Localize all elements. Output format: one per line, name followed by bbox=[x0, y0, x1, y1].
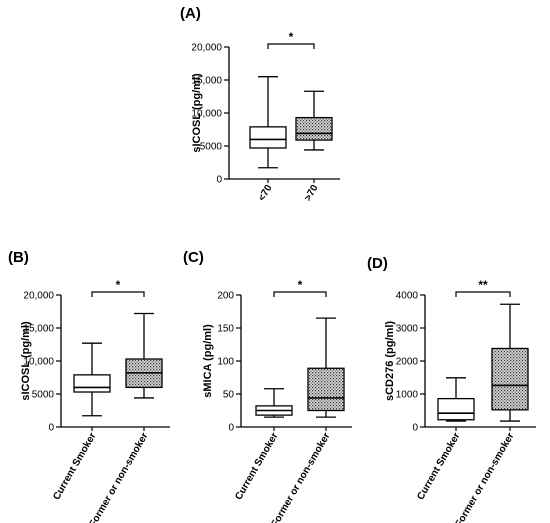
x-category-label: Current Smoker bbox=[415, 431, 462, 502]
panel-label-a: (A) bbox=[180, 5, 201, 22]
box-group-2 bbox=[307, 317, 345, 418]
panel-d: (D) sCD276 (pg/ml) 0 1000 2000 3000 4000 Curr… bbox=[367, 255, 536, 523]
y-tick-label: 200 bbox=[217, 291, 234, 302]
box-group-2 bbox=[491, 303, 529, 422]
y-tick-label: 150 bbox=[217, 324, 234, 335]
significance-bracket bbox=[91, 291, 145, 297]
y-tick-label: 5000 bbox=[32, 390, 55, 401]
y-tick-label: 4000 bbox=[396, 291, 419, 302]
significance-marker: * bbox=[289, 30, 294, 44]
panel-b: (B) sICOSL (pg/ml) 0 5000 10,000 15,000 20,0… bbox=[8, 249, 170, 523]
panel-label-c: (C) bbox=[183, 249, 204, 266]
y-tick-label: 0 bbox=[48, 423, 54, 434]
y-tick-label: 10,000 bbox=[191, 109, 222, 120]
box-group-1 bbox=[73, 342, 111, 417]
panel-label-d: (D) bbox=[367, 255, 388, 272]
y-tick-label: 15,000 bbox=[191, 76, 222, 87]
y-axis-label-b: sICOSL (pg/ml) bbox=[20, 321, 32, 401]
iqr-box bbox=[307, 367, 345, 412]
y-axis-label-a: sICOSL (pg/ml) bbox=[191, 73, 203, 153]
y-tick-label: 20,000 bbox=[23, 291, 54, 302]
panel-c: (C) sMICA (pg/ml) 0 50 100 150 200 Current Sm… bbox=[183, 249, 352, 523]
y-tick-label: 2000 bbox=[396, 357, 419, 368]
box-group-1 bbox=[249, 76, 287, 169]
y-tick-label: 3000 bbox=[396, 324, 419, 335]
y-tick-label: 0 bbox=[228, 423, 234, 434]
y-tick-label: 15,000 bbox=[23, 324, 54, 335]
x-category-label: >70 bbox=[303, 183, 321, 204]
y-tick-label: 5000 bbox=[200, 142, 223, 153]
y-axis-label-c: sMICA (pg/ml) bbox=[202, 324, 214, 398]
panel-label-b: (B) bbox=[8, 249, 29, 266]
x-category-label: Current Smoker bbox=[233, 431, 280, 502]
significance-bracket bbox=[267, 43, 315, 49]
x-category-label: Former or non-smoker bbox=[453, 431, 516, 523]
y-tick-label: 10,000 bbox=[23, 357, 54, 368]
y-tick-label: 0 bbox=[216, 175, 222, 186]
box-group-1 bbox=[255, 388, 293, 418]
box-group-1 bbox=[437, 377, 475, 422]
box-group-2 bbox=[125, 312, 163, 399]
significance-marker: * bbox=[298, 278, 303, 292]
x-category-label: Former or non-smoker bbox=[269, 431, 332, 523]
iqr-box bbox=[249, 126, 287, 149]
y-tick-label: 50 bbox=[223, 390, 235, 401]
iqr-box bbox=[295, 116, 333, 141]
significance-bracket bbox=[273, 291, 327, 297]
box-group-2 bbox=[295, 90, 333, 151]
y-tick-label: 20,000 bbox=[191, 43, 222, 54]
iqr-box bbox=[491, 347, 529, 411]
iqr-box bbox=[73, 374, 111, 393]
y-tick-label: 100 bbox=[217, 357, 234, 368]
x-category-label: Former or non-smoker bbox=[87, 431, 150, 523]
significance-marker: * bbox=[116, 278, 121, 292]
iqr-box bbox=[437, 397, 475, 421]
y-tick-label: 0 bbox=[412, 423, 418, 434]
significance-bracket bbox=[455, 291, 511, 297]
y-axis-label-d: sCD276 (pg/ml) bbox=[384, 321, 396, 401]
panel-a: (A) sICOSL (pg/ml) 0 5000 10,000 15,000 20,0… bbox=[180, 5, 340, 203]
x-category-label: Current Smoker bbox=[51, 431, 98, 502]
x-category-label: <70 bbox=[257, 183, 275, 204]
y-tick-label: 1000 bbox=[396, 390, 419, 401]
significance-marker: ** bbox=[478, 278, 488, 292]
